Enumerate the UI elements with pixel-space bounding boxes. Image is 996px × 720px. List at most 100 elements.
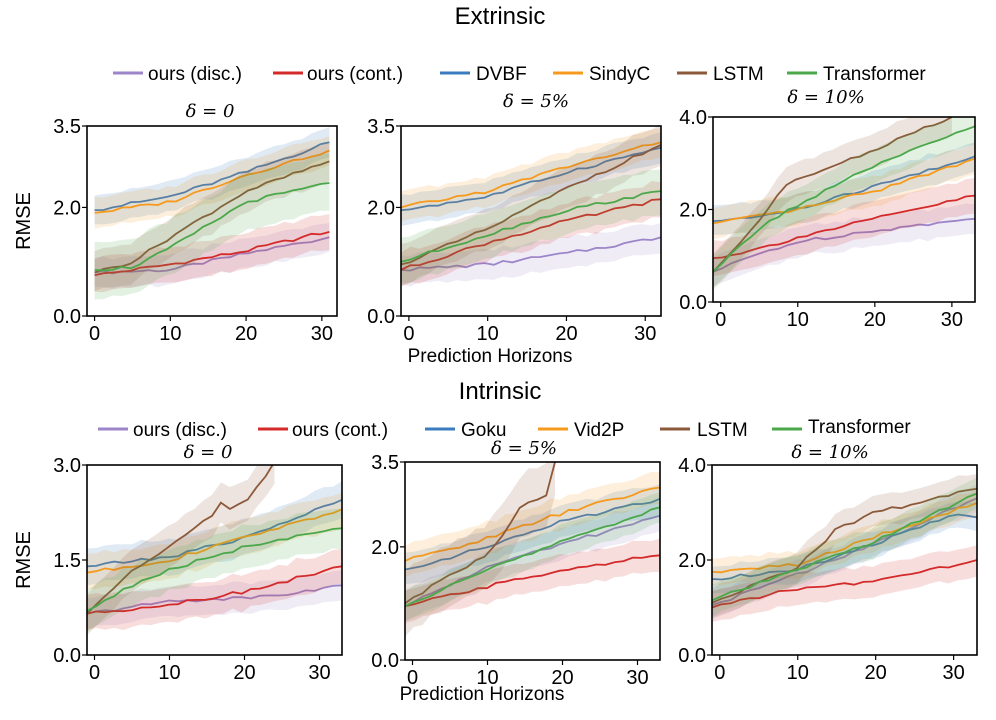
row-title-intrinsic: Intrinsic [459, 378, 542, 405]
series-line-dvbf [401, 146, 661, 211]
series-band-vid2p [712, 490, 977, 586]
legend-label: LSTM [697, 420, 748, 441]
series-line-transformer [405, 506, 660, 608]
series-band-lstm [712, 473, 977, 618]
legend-extrinsic: ours (disc.) ours (cont.) DVBF SindyC LS… [113, 64, 926, 85]
legend-label: ours (disc.) [133, 420, 227, 441]
y-tick-label: 2.0 [53, 197, 81, 219]
series-band-lstm [713, 117, 952, 289]
series-band-ours-disc- [87, 570, 342, 630]
series-band-ours-cont- [401, 181, 661, 287]
plot-frame [86, 125, 338, 317]
x-tick-label: 20 [235, 323, 257, 345]
y-tick-label: 2.0 [371, 537, 399, 559]
x-tick-label: 0 [89, 323, 100, 345]
series-line-lstm [94, 160, 330, 274]
series-line-ours-cont- [401, 198, 661, 271]
y-tick-label: 2.0 [367, 197, 395, 219]
x-tick-label: 0 [403, 323, 414, 345]
plot-area [87, 465, 342, 636]
legend-entry: ours (cont.) [258, 420, 388, 441]
y-axis-label: RMSE [13, 192, 35, 250]
plot-area [712, 473, 977, 622]
subplot-title: δ = 10% [791, 442, 868, 463]
x-tick-label: 10 [158, 662, 180, 684]
plot-area [401, 126, 661, 287]
subplot-title: δ = 5% [503, 91, 569, 112]
legend-entry: SindyC [553, 64, 650, 85]
x-tick-label: 30 [941, 309, 963, 331]
x-tick-label: 10 [787, 309, 809, 331]
series-line-lstm [401, 144, 661, 266]
legend-label: SindyC [589, 64, 650, 85]
series-line-transformer [713, 125, 975, 273]
legend-label: Transformer [823, 64, 926, 85]
series-band-transformer [712, 477, 977, 617]
series-line-ours-cont- [94, 231, 330, 277]
legend-entry: Goku [425, 420, 506, 441]
legend-label: Goku [461, 420, 506, 441]
legend-label: DVBF [476, 64, 527, 85]
series-band-ours-disc- [401, 223, 661, 287]
y-tick-label: 4.0 [679, 107, 707, 129]
x-tick-label: 10 [476, 667, 498, 689]
series-band-ours-cont- [713, 178, 975, 277]
series-line-lstm [405, 462, 556, 605]
x-tick-label: 20 [555, 323, 577, 345]
panel-extrinsic-delta-0: 0 10 20 30 0.0 2.0 3.5 δ = 0 RMSE [13, 101, 338, 345]
series-line-vid2p [405, 486, 660, 562]
legend-entry: LSTM [677, 64, 764, 85]
series-line-ours-cont- [712, 559, 977, 609]
legend-entry: Vid2P [538, 420, 624, 441]
y-tick-label: 4.0 [678, 455, 706, 477]
x-tick-label: 0 [89, 662, 100, 684]
panel-intrinsic-delta-5: 0 10 20 30 0.0 2.0 3.5 δ = 5% [371, 438, 661, 689]
series-band-ours-disc- [405, 500, 660, 621]
x-tick-label: 0 [715, 309, 726, 331]
series-band-lstm [405, 462, 555, 637]
plot-area [94, 127, 330, 300]
plot-area [713, 117, 975, 291]
series-line-ours-disc- [401, 236, 661, 272]
x-tick-label: 30 [942, 662, 964, 684]
series-band-ours-cont- [87, 549, 342, 631]
x-tick-label: 0 [714, 662, 725, 684]
x-axis-label-extrinsic: Prediction Horizons [408, 346, 573, 367]
y-tick-label: 0.0 [53, 645, 81, 667]
series-line-ours-disc- [94, 236, 330, 275]
subplot-title: δ = 10% [787, 87, 864, 108]
series-band-vid2p [87, 492, 342, 590]
series-line-ours-cont- [87, 565, 342, 615]
series-band-lstm [94, 142, 330, 291]
subplot-title: δ = 0 [184, 442, 233, 463]
x-tick-label: 20 [865, 662, 887, 684]
series-line-vid2p [712, 502, 977, 574]
series-band-ours-cont- [94, 213, 330, 293]
series-line-ours-disc- [713, 217, 975, 273]
series-band-sindyc [94, 136, 330, 229]
legend-label: Vid2P [574, 420, 624, 441]
series-line-lstm [87, 465, 274, 615]
y-tick-label: 3.5 [371, 452, 399, 474]
legend-entry: Transformer [787, 64, 926, 85]
x-axis-label-intrinsic: Prediction Horizons [400, 684, 565, 705]
legend-entry: ours (cont.) [273, 64, 403, 85]
plot-area [405, 462, 660, 637]
series-line-lstm [713, 117, 953, 273]
x-tick-label: 20 [233, 662, 255, 684]
series-band-transformer [401, 169, 661, 284]
x-tick-label: 10 [477, 323, 499, 345]
subplot-title: δ = 5% [491, 438, 557, 459]
y-tick-label: 3.5 [367, 116, 395, 138]
series-band-sindyc [713, 142, 975, 240]
series-band-transformer [713, 117, 975, 291]
legend-entry: ours (disc.) [98, 420, 227, 441]
y-axis-label: RMSE [13, 531, 35, 589]
series-line-dvbf [94, 141, 330, 211]
subplot-title: δ = 0 [186, 101, 235, 122]
series-line-transformer [401, 190, 661, 263]
x-tick-label: 20 [864, 309, 886, 331]
x-tick-label: 10 [159, 323, 181, 345]
panel-intrinsic-delta-0: 0 10 20 30 0.0 1.5 3.0 δ = 0 RMSE [13, 442, 343, 684]
legend-label: ours (cont.) [307, 64, 403, 85]
